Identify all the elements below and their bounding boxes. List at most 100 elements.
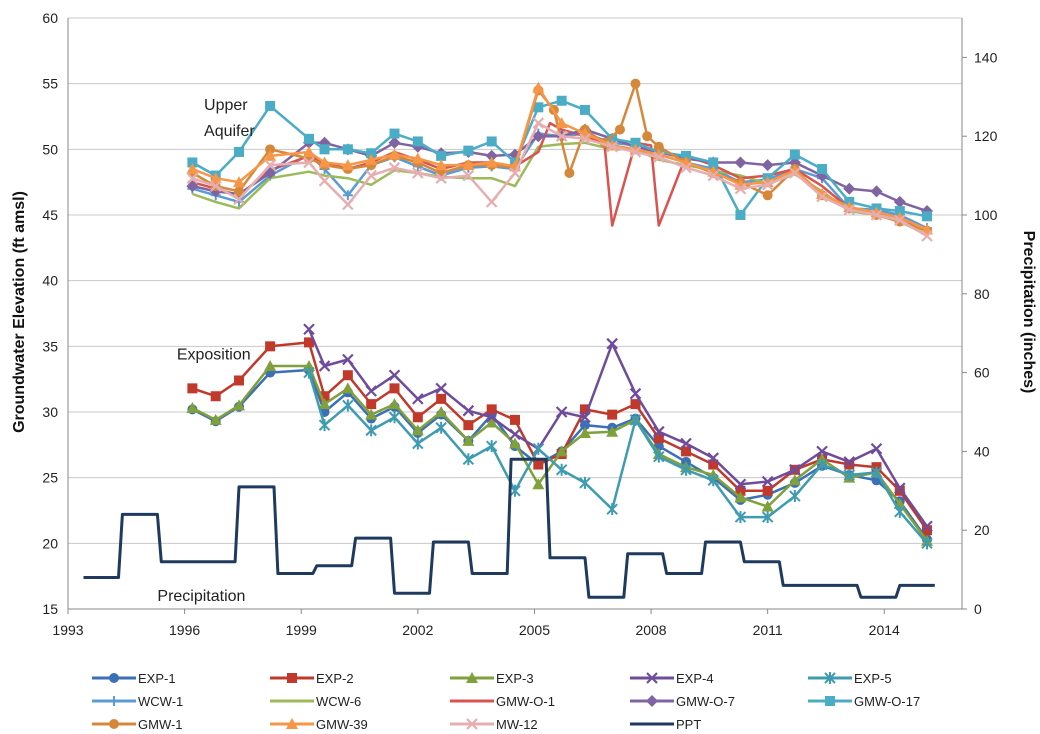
data-point (788, 474, 801, 486)
y-tick-label: 40 (42, 273, 58, 289)
y-tick-label: 50 (42, 141, 58, 157)
data-point (894, 214, 906, 227)
data-point (761, 475, 774, 488)
data-point (233, 193, 245, 206)
x-tick-label: 2011 (753, 622, 783, 638)
data-point (606, 337, 618, 350)
legend-label: EXP-4 (676, 671, 714, 686)
legend-entry-gmw-1: GMW-1 (92, 717, 183, 732)
data-point (412, 437, 424, 450)
data-point (606, 425, 619, 437)
data-point (303, 337, 314, 348)
data-point (412, 136, 423, 147)
data-point (629, 146, 642, 158)
data-point (824, 672, 836, 684)
data-point (319, 391, 330, 402)
data-point (509, 437, 521, 449)
annotation-1: Aquifer (204, 123, 255, 140)
legend-label: EXP-2 (316, 671, 354, 686)
data-point (606, 503, 618, 516)
data-point (789, 490, 801, 503)
data-point (921, 520, 933, 533)
data-point (234, 186, 245, 197)
x-tick-label: 2002 (402, 622, 433, 638)
data-point (209, 413, 222, 425)
y-tick-label: 35 (42, 338, 58, 354)
data-point (462, 453, 475, 466)
data-point (265, 144, 276, 155)
data-point (412, 393, 424, 405)
data-point (816, 445, 828, 458)
data-point (186, 172, 199, 185)
data-point (630, 399, 641, 410)
data-point (264, 159, 276, 171)
data-point (318, 156, 331, 168)
legend-label: WCW-6 (316, 694, 361, 709)
data-point (844, 459, 855, 470)
x-tick-label: 2005 (519, 622, 550, 638)
data-point (653, 450, 665, 463)
data-point (186, 402, 199, 414)
legend-entry-ppt: PPT (630, 717, 701, 732)
data-point (303, 323, 315, 336)
data-point (629, 387, 642, 400)
data-point (319, 144, 330, 155)
data-point (653, 151, 665, 163)
data-point (894, 505, 906, 518)
y2-axis-title: Precipitation (inches) (1020, 231, 1037, 394)
data-point (653, 433, 664, 444)
series-gmw-o-1 (192, 121, 928, 232)
legend-label: EXP-5 (854, 671, 892, 686)
data-point (579, 411, 591, 424)
data-point (365, 169, 377, 182)
data-point (389, 128, 400, 139)
data-point (210, 391, 221, 402)
annotation-0: Upper (204, 97, 248, 114)
y2-tick-label: 40 (974, 443, 990, 459)
data-point (762, 190, 773, 201)
data-point (462, 169, 475, 182)
data-point (435, 406, 448, 417)
legend-entry-gmw-o-1: GMW-O-1 (450, 694, 555, 709)
y2-tick-label: 60 (974, 365, 990, 381)
data-point (435, 159, 448, 171)
data-point (607, 409, 618, 420)
data-point (302, 145, 315, 157)
data-point (921, 230, 933, 242)
series-line-gmw-1 (191, 82, 928, 232)
data-point (681, 446, 692, 457)
legend-label: MW-12 (496, 717, 538, 732)
data-point (921, 537, 933, 550)
y2-tick-label: 120 (974, 128, 998, 144)
data-point (412, 412, 423, 423)
data-point (318, 398, 331, 410)
data-point (233, 399, 246, 411)
data-point (789, 149, 800, 160)
legend-entry-gmw-o-7: GMW-O-7 (630, 694, 735, 709)
legend-label: GMW-O-17 (854, 694, 920, 709)
data-point (555, 130, 568, 142)
data-point (463, 145, 474, 156)
legend-entry-mw-12: MW-12 (450, 717, 538, 732)
data-point (341, 159, 354, 171)
legend-label: WCW-1 (138, 694, 183, 709)
legend-entry-exp-3: EXP-3 (450, 671, 534, 686)
data-point (681, 150, 692, 161)
data-point (532, 478, 545, 490)
data-point (761, 500, 774, 512)
x-tick-label: 1996 (169, 622, 200, 638)
data-point (485, 416, 498, 428)
data-point (109, 719, 119, 729)
data-point (466, 672, 478, 683)
data-point (342, 399, 354, 412)
data-point (485, 156, 498, 168)
data-point (388, 161, 401, 174)
data-point (109, 673, 119, 683)
annotations: Upper Aquifer Exposition Precipitation (157, 97, 255, 605)
data-point (894, 482, 906, 494)
data-point (630, 137, 641, 148)
legend-entry-exp-5: EXP-5 (808, 671, 892, 686)
y-tick-label: 15 (42, 601, 58, 617)
legend-label: GMW-O-7 (676, 694, 735, 709)
data-point (893, 195, 906, 208)
